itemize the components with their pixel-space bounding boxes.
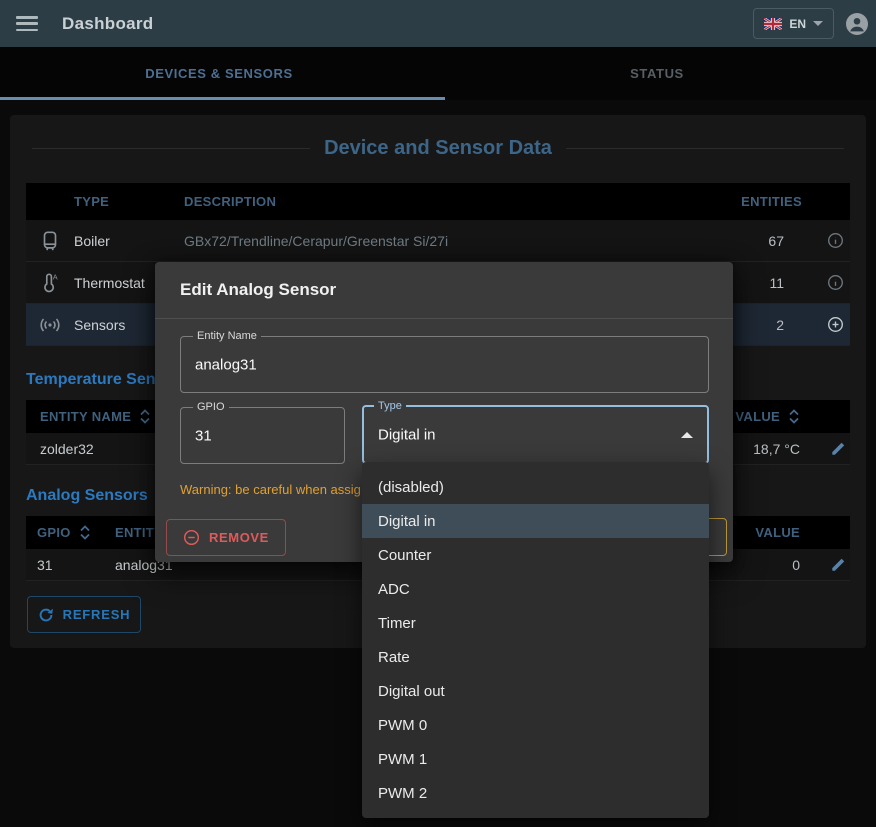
device-type: Thermostat — [74, 274, 145, 291]
dropdown-option[interactable]: PWM 1 — [378, 750, 428, 768]
refresh-icon — [38, 607, 54, 623]
uk-flag-icon — [764, 17, 783, 30]
dropdown-option[interactable]: Timer — [378, 614, 416, 632]
language-label: EN — [789, 16, 806, 31]
entity-name-cell: zolder32 — [40, 440, 94, 457]
dropdown-option[interactable]: PWM 2 — [378, 784, 428, 802]
remove-label: REMOVE — [209, 530, 269, 545]
dropdown-option[interactable]: Counter — [378, 546, 432, 564]
device-description: GBx72/Trendline/Cerapur/Greenstar Si/27i — [184, 232, 449, 249]
user-avatar[interactable] — [846, 12, 868, 35]
chevron-up-icon — [681, 431, 693, 438]
device-type: Sensors — [74, 316, 126, 333]
add-icon[interactable] — [806, 316, 850, 333]
value-cell: 18,7 °C — [753, 440, 800, 457]
info-icon[interactable] — [806, 274, 850, 291]
tab-devices-sensors[interactable]: DEVICES & SENSORS — [145, 66, 293, 81]
col-entities: ENTITIES — [741, 194, 802, 209]
type-value: Digital in — [378, 426, 436, 443]
dropdown-option[interactable]: Rate — [378, 648, 410, 666]
dropdown-option-selected[interactable]: Digital in — [362, 504, 709, 538]
col-gpio: GPIO — [37, 525, 71, 540]
gpio-cell: 31 — [37, 556, 53, 573]
col-value: VALUE — [755, 525, 800, 540]
device-entities: 2 — [776, 316, 784, 333]
entity-name-value: analog31 — [195, 356, 257, 373]
tabbar: DEVICES & SENSORS STATUS — [0, 47, 876, 100]
gpio-field[interactable]: GPIO 31 — [180, 401, 345, 464]
value-cell: 0 — [792, 556, 800, 573]
warning-text: Warning: be careful when assig — [180, 482, 361, 497]
remove-button[interactable]: REMOVE — [166, 519, 286, 556]
gpio-label: GPIO — [193, 401, 229, 413]
col-description: DESCRIPTION — [184, 194, 277, 209]
device-table-header: TYPE DESCRIPTION ENTITIES — [26, 183, 850, 220]
edit-icon[interactable] — [806, 557, 850, 573]
language-selector[interactable]: EN — [753, 8, 834, 39]
device-entities: 67 — [768, 232, 784, 249]
device-type: Boiler — [74, 232, 110, 249]
dropdown-option[interactable]: Digital out — [378, 682, 445, 700]
menu-icon[interactable] — [16, 16, 38, 31]
page-title: Dashboard — [62, 13, 154, 33]
sort-icon[interactable] — [79, 525, 91, 540]
thermostat-icon: A — [26, 271, 74, 295]
dropdown-option[interactable]: ADC — [378, 580, 410, 598]
tab-status[interactable]: STATUS — [630, 66, 684, 81]
topbar: Dashboard EN — [0, 0, 876, 47]
gpio-value: 31 — [195, 427, 212, 444]
sensors-icon — [26, 315, 74, 335]
type-select[interactable]: Type Digital in — [362, 400, 709, 464]
dropdown-option[interactable]: (disabled) — [378, 478, 444, 496]
section-title: Device and Sensor Data — [324, 137, 552, 159]
analog-section-title: Analog Sensors — [26, 487, 148, 504]
table-row[interactable]: Boiler GBx72/Trendline/Cerapur/Greenstar… — [26, 220, 850, 262]
boiler-icon — [26, 229, 74, 253]
divider — [155, 318, 733, 319]
temperature-section-title: Temperature Sensors — [26, 371, 190, 388]
refresh-button[interactable]: REFRESH — [27, 596, 141, 633]
dropdown-option[interactable]: PWM 0 — [378, 716, 428, 734]
svg-text:A: A — [53, 272, 58, 281]
type-dropdown-menu: (disabled) Digital in Counter ADC Timer … — [362, 462, 709, 818]
edit-icon[interactable] — [806, 441, 850, 457]
section-legend: Device and Sensor Data — [10, 137, 866, 160]
dialog-title: Edit Analog Sensor — [180, 280, 337, 299]
type-label: Type — [374, 400, 406, 412]
col-entity-name: ENTITY NAME — [40, 409, 132, 424]
info-icon[interactable] — [806, 232, 850, 249]
refresh-label: REFRESH — [62, 607, 131, 622]
sort-icon[interactable] — [139, 409, 151, 424]
active-tab-indicator — [0, 97, 445, 100]
remove-icon — [183, 529, 200, 546]
device-entities: 11 — [769, 274, 784, 291]
col-value: VALUE — [735, 409, 780, 424]
chevron-down-icon — [813, 21, 823, 26]
entity-name-label: Entity Name — [193, 330, 261, 342]
col-type: TYPE — [74, 194, 110, 209]
topbar-right: EN — [753, 8, 876, 39]
sort-icon[interactable] — [788, 409, 800, 424]
entity-name-field[interactable]: Entity Name analog31 — [180, 330, 709, 393]
